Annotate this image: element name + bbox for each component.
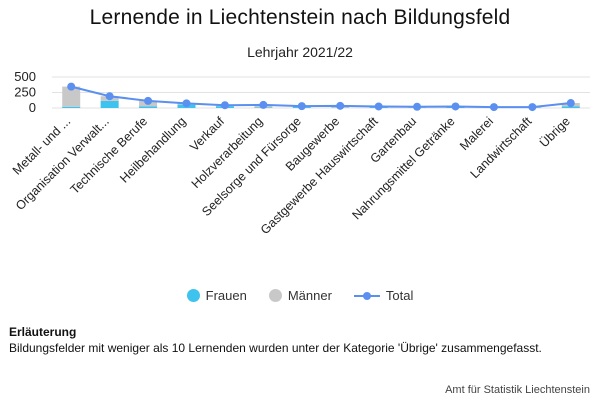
point-total[interactable] — [566, 99, 575, 108]
note-text: Bildungsfelder mit weniger als 10 Lernen… — [9, 341, 542, 355]
x-tick-label: Heilbehandlung — [117, 114, 188, 185]
legend-label-total: Total — [385, 288, 414, 303]
point-total[interactable] — [220, 101, 229, 110]
legend-item-maenner[interactable]: Männer — [268, 288, 332, 303]
chart-legend: Frauen Männer Total — [0, 288, 600, 303]
bar-maenner[interactable] — [62, 86, 81, 107]
legend-swatch-total — [353, 289, 380, 302]
point-total[interactable] — [489, 103, 498, 112]
legend-label-maenner: Männer — [287, 288, 332, 303]
source-credit: Amt für Statistik Liechtenstein — [445, 384, 590, 396]
x-tick-label: Holzverarbeitung — [189, 114, 266, 191]
line-total — [70, 85, 571, 109]
point-total[interactable] — [259, 100, 268, 109]
chart-title: Lernende in Liechtenstein nach Bildungsf… — [89, 6, 511, 29]
point-total[interactable] — [336, 101, 345, 110]
y-tick-label: 500 — [14, 69, 36, 84]
point-total[interactable] — [67, 82, 76, 91]
bar-frauen[interactable] — [62, 106, 81, 108]
point-total[interactable] — [182, 99, 191, 108]
chart-subtitle: Lehrjahr 2021/22 — [247, 44, 353, 60]
point-total[interactable] — [144, 96, 153, 105]
note-heading: Erläuterung — [9, 325, 77, 339]
legend-item-total[interactable]: Total — [353, 288, 414, 303]
legend-item-frauen[interactable]: Frauen — [186, 288, 247, 303]
point-total[interactable] — [528, 103, 537, 112]
bar-frauen[interactable] — [100, 100, 119, 108]
bar-frauen[interactable] — [561, 106, 580, 108]
legend-swatch-frauen — [186, 289, 200, 302]
legend-swatch-maenner — [268, 289, 282, 302]
point-total[interactable] — [413, 102, 422, 111]
bar-frauen[interactable] — [139, 106, 158, 108]
y-tick-label: 250 — [14, 85, 36, 100]
x-tick-label: Übrige — [537, 114, 573, 150]
point-total[interactable] — [105, 92, 114, 101]
point-total[interactable] — [451, 102, 460, 111]
point-total[interactable] — [297, 102, 306, 111]
y-tick-label: 0 — [29, 100, 36, 115]
point-total[interactable] — [374, 102, 383, 111]
legend-label-frauen: Frauen — [205, 288, 247, 303]
